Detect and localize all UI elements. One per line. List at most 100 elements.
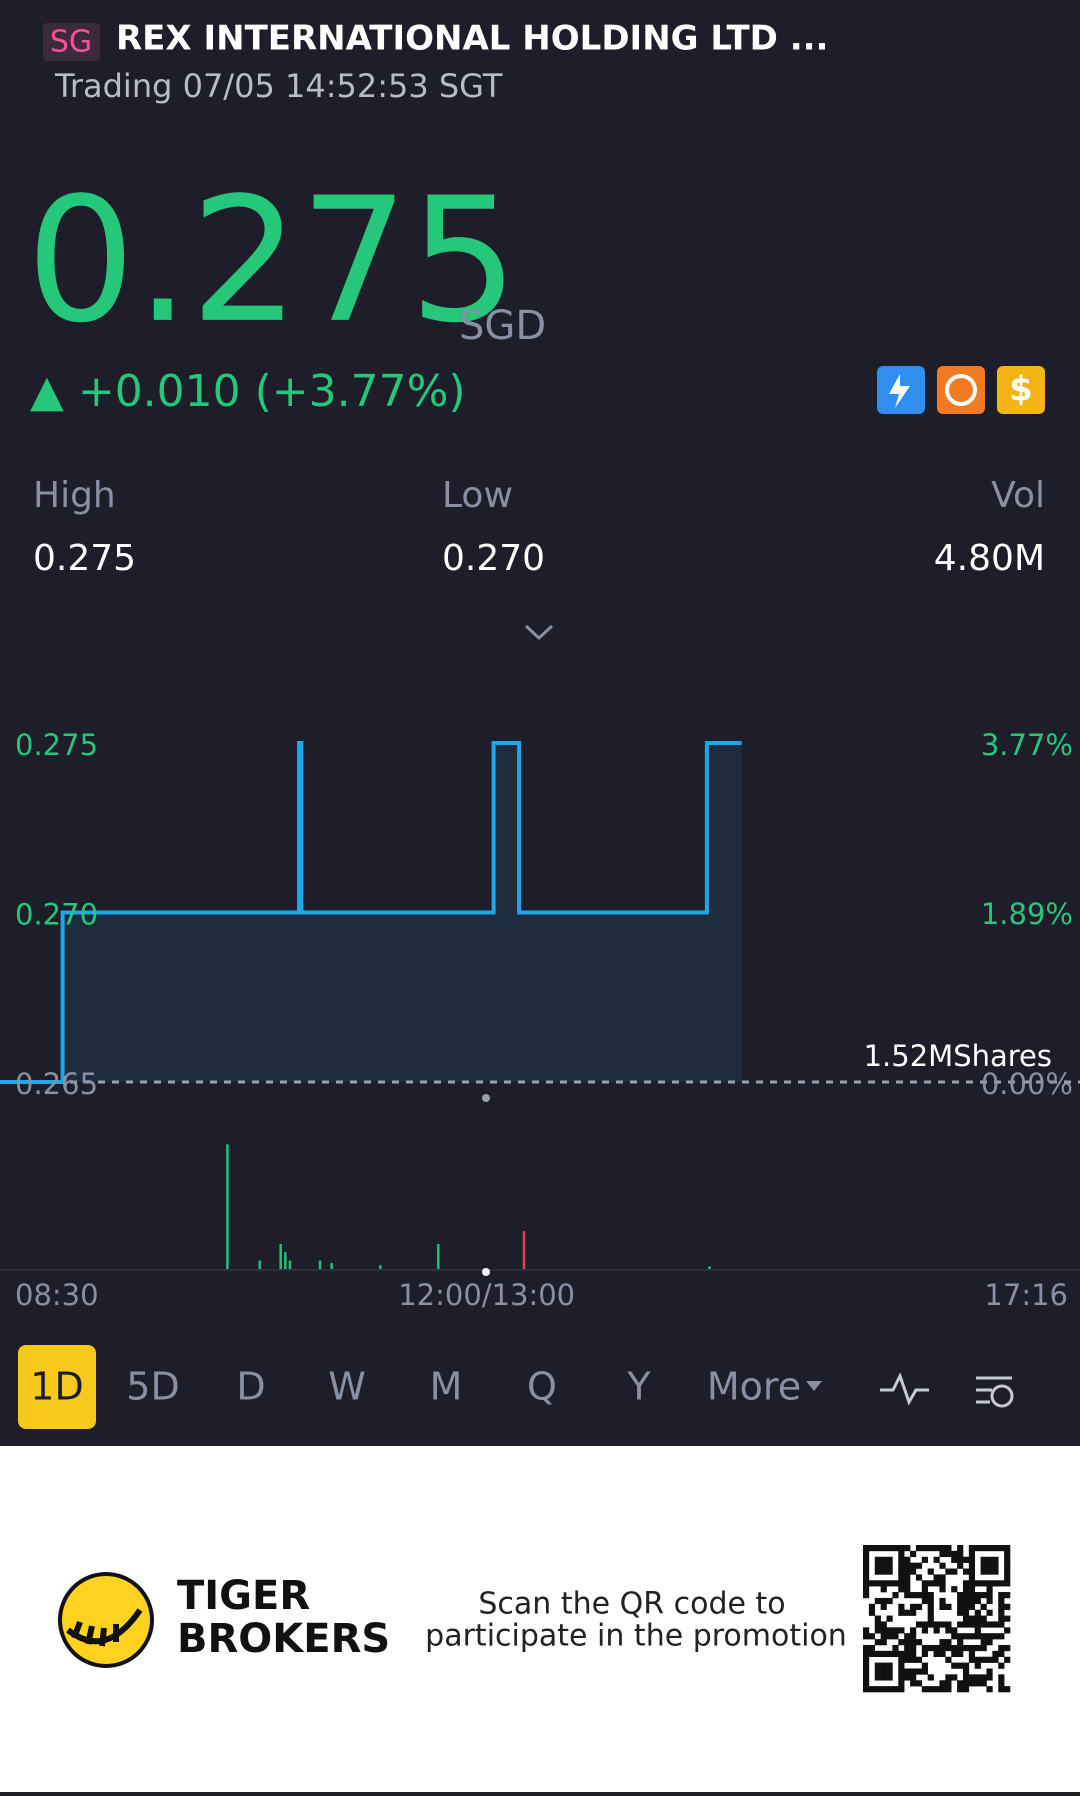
- volume-bar: [330, 1262, 333, 1270]
- badge-icon[interactable]: [937, 366, 985, 414]
- status: Trading 07/05 14:52:53 SGT: [54, 67, 503, 105]
- qr-cell: [974, 1609, 981, 1616]
- qr-cell: [927, 1568, 934, 1575]
- period-tabs: 1D 5D D W M Q Y More: [18, 1345, 822, 1429]
- qr-cell: [980, 1556, 987, 1563]
- qr-cell: [863, 1580, 870, 1587]
- qr-cell: [986, 1545, 993, 1552]
- qr-cell: [939, 1597, 946, 1605]
- qr-cell: [957, 1639, 964, 1646]
- qr-cell: [863, 1586, 870, 1593]
- qr-code[interactable]: [863, 1545, 1011, 1693]
- qr-cell: [910, 1609, 917, 1616]
- qr-cell: [898, 1686, 905, 1693]
- tab[interactable]: More: [707, 1365, 801, 1409]
- qr-cell: [998, 1650, 1005, 1658]
- qr-cell: [886, 1662, 893, 1669]
- qr-cell: [957, 1633, 964, 1640]
- qr-cell: [886, 1650, 893, 1658]
- x-tick-label: 17:16: [984, 1278, 1068, 1312]
- volume-bar: [258, 1260, 262, 1270]
- stock-name: REX INTERNATIONAL HOLDING LTD ...: [116, 19, 828, 59]
- volume-bar: [279, 1243, 282, 1270]
- footer: [0, 1446, 1080, 1792]
- qr-cell: [1004, 1562, 1011, 1569]
- qr-cell: [927, 1597, 934, 1605]
- y2-tick-label: 1.89%: [981, 897, 1073, 931]
- qr-cell: [945, 1627, 952, 1634]
- qr-cell: [880, 1568, 887, 1575]
- qr-cell: [980, 1680, 987, 1687]
- tab[interactable]: Y: [626, 1365, 651, 1409]
- qr-cell: [986, 1597, 993, 1605]
- qr-cell: [968, 1568, 976, 1575]
- tab[interactable]: 5D: [126, 1365, 179, 1409]
- qr-cell: [986, 1556, 993, 1563]
- qr-cell: [957, 1556, 964, 1563]
- qr-cell: [915, 1592, 923, 1599]
- expand-chevron[interactable]: [524, 624, 554, 641]
- qr-cell: [968, 1556, 976, 1563]
- qr-cell: [898, 1639, 905, 1646]
- qr-cell: [904, 1568, 911, 1575]
- qr-cell: [863, 1668, 870, 1675]
- qr-cell: [968, 1592, 976, 1599]
- qr-cell: [904, 1580, 911, 1587]
- qr-cell: [939, 1545, 946, 1552]
- qr-cell: [868, 1686, 876, 1693]
- badge-glyph: [889, 374, 910, 408]
- qr-cell: [998, 1686, 1005, 1693]
- qr-cell: [957, 1621, 964, 1628]
- tab[interactable]: 1D: [30, 1365, 83, 1409]
- tab[interactable]: Q: [527, 1365, 557, 1409]
- tab[interactable]: W: [328, 1365, 366, 1409]
- qr-cell: [898, 1603, 905, 1610]
- qr-cell: [945, 1656, 952, 1663]
- qr-cell: [874, 1615, 881, 1622]
- qr-cell: [957, 1680, 964, 1687]
- qr-cell: [915, 1574, 923, 1581]
- y2-tick-label: 3.77%: [981, 728, 1073, 762]
- qr-cell: [915, 1680, 923, 1687]
- qr-cell: [957, 1650, 964, 1658]
- qr-cell: [968, 1633, 976, 1640]
- qr-cell: [998, 1545, 1005, 1552]
- qr-cell: [986, 1609, 993, 1616]
- qr-cell: [933, 1650, 940, 1658]
- qr-cell: [992, 1562, 999, 1569]
- promo-text: participate in the promotion: [425, 1619, 847, 1654]
- qr-cell: [951, 1550, 958, 1558]
- qr-cell: [880, 1633, 887, 1640]
- qr-cell: [898, 1550, 905, 1558]
- qr-cell: [939, 1621, 946, 1628]
- qr-cell: [880, 1639, 887, 1646]
- qr-cell: [998, 1592, 1005, 1599]
- qr-cell: [945, 1686, 952, 1693]
- volume-bar: [318, 1260, 322, 1270]
- tab[interactable]: M: [430, 1365, 463, 1409]
- qr-cell: [915, 1621, 923, 1628]
- qr-cell: [863, 1674, 870, 1681]
- qr-cell: [974, 1580, 981, 1587]
- qr-cell: [910, 1562, 917, 1569]
- tab[interactable]: D: [236, 1365, 265, 1409]
- qr-cell: [892, 1650, 899, 1658]
- qr-cell: [939, 1580, 946, 1587]
- qr-cell: [957, 1686, 964, 1693]
- qr-cell: [886, 1615, 893, 1622]
- qr-cell: [962, 1603, 970, 1610]
- qr-cell: [898, 1650, 905, 1658]
- qr-cell: [945, 1603, 952, 1610]
- qr-cell: [904, 1668, 911, 1675]
- qr-cell: [968, 1574, 976, 1581]
- qr-cell: [962, 1686, 970, 1693]
- qr-cell: [992, 1556, 999, 1563]
- badge-icon[interactable]: [997, 366, 1045, 414]
- settings-icon[interactable]: [976, 1376, 1014, 1408]
- qr-cell: [886, 1686, 893, 1693]
- qr-cell: [904, 1562, 911, 1569]
- qr-cell: [904, 1656, 911, 1663]
- qr-cell: [998, 1633, 1005, 1640]
- indicator-icon[interactable]: [880, 1372, 929, 1406]
